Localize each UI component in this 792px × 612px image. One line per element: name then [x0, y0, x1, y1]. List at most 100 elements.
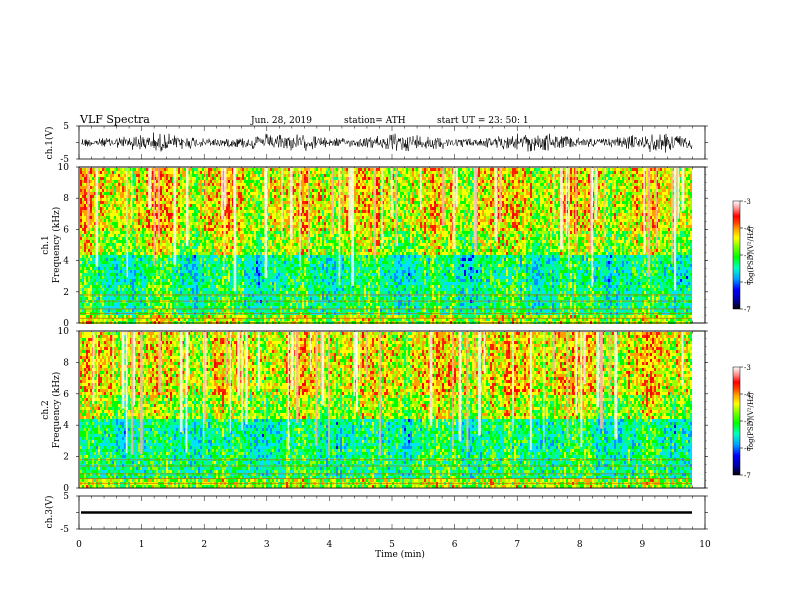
spectrogram-cell	[142, 303, 144, 306]
spectrogram-cell	[110, 306, 112, 309]
spectrogram-cell	[190, 243, 192, 246]
spectrogram-cell	[104, 258, 106, 261]
spectrogram-cell	[132, 237, 134, 240]
spectrogram-cell	[98, 222, 100, 225]
spectrogram-cell	[218, 276, 220, 279]
spectrogram-cell	[150, 315, 152, 318]
spectrogram-cell	[256, 294, 258, 297]
spectrogram-cell	[186, 303, 188, 306]
spectrogram-cell	[132, 180, 134, 183]
spectrogram-cell	[192, 288, 194, 291]
spectrogram-cell	[138, 234, 140, 237]
spectrogram-cell	[238, 282, 240, 285]
spectrogram-cell	[92, 246, 94, 249]
spectrogram-cell	[98, 219, 100, 222]
spectrogram-cell	[238, 291, 240, 294]
spectrogram-cell	[260, 171, 262, 174]
spectrogram-cell	[228, 297, 230, 300]
spectrogram-cell	[204, 276, 206, 279]
spectrogram-cell	[184, 270, 186, 273]
spectrogram-cell	[222, 231, 224, 234]
spectrogram-cell	[138, 285, 140, 288]
spectrogram-cell	[102, 285, 104, 288]
spectrogram-cell	[200, 246, 202, 249]
spectrogram-cell	[246, 282, 248, 285]
spectrogram-cell	[180, 219, 182, 222]
spectrogram-cell	[188, 201, 190, 204]
spectrogram-cell	[202, 168, 204, 171]
spectrogram-cell	[104, 180, 106, 183]
spectrogram-cell	[90, 315, 92, 318]
spectrogram-cell	[190, 207, 192, 210]
spectrogram-cell	[260, 216, 262, 219]
spectrogram-cell	[170, 216, 172, 219]
spectrogram-cell	[182, 195, 184, 198]
spectrogram-cell	[128, 231, 130, 234]
spectrogram-cell	[164, 168, 166, 171]
spectrogram-cell	[116, 297, 118, 300]
spectrogram-cell	[184, 216, 186, 219]
spectrogram-cell	[136, 210, 138, 213]
spectrogram-cell	[134, 195, 136, 198]
spectrogram-cell	[244, 276, 246, 279]
spectrogram-cell	[108, 237, 110, 240]
spectrogram-cell	[196, 243, 198, 246]
spectrogram-cell	[86, 318, 88, 321]
spectrogram-cell	[262, 174, 264, 177]
spectrogram-cell	[166, 273, 168, 276]
spectrogram-cell	[134, 216, 136, 219]
spectrogram-cell	[202, 261, 204, 264]
spectrogram-cell	[192, 243, 194, 246]
spectrogram-cell	[242, 309, 244, 312]
spectrogram-cell	[164, 228, 166, 231]
spectrogram-cell	[258, 297, 260, 300]
spectrogram-cell	[174, 276, 176, 279]
spectrogram-cell	[220, 306, 222, 309]
spectrogram-cell	[184, 231, 186, 234]
spectrogram-cell	[184, 213, 186, 216]
spectrogram-cell	[92, 273, 94, 276]
spectrogram-cell	[150, 318, 152, 321]
spectrogram-cell	[144, 171, 146, 174]
spectrogram-cell	[104, 297, 106, 300]
spectrogram-cell	[196, 294, 198, 297]
spectrogram-cell	[152, 243, 154, 246]
spectrogram-cell	[250, 264, 252, 267]
spectrogram-cell	[100, 177, 102, 180]
spectrogram-cell	[220, 186, 222, 189]
spectrogram-cell	[206, 192, 208, 195]
spectrogram-cell	[242, 204, 244, 207]
spectrogram-cell	[190, 210, 192, 213]
spectrogram-cell	[88, 279, 90, 282]
spectrogram-cell	[106, 189, 108, 192]
spectrogram-cell	[160, 306, 162, 309]
spectrogram-cell	[204, 264, 206, 267]
spectrogram-cell	[166, 204, 168, 207]
spectrogram-cell	[120, 240, 122, 243]
spectrogram-cell	[248, 240, 250, 243]
spectrogram-cell	[142, 213, 144, 216]
spectrogram-cell	[122, 306, 124, 309]
spectrogram-cell	[206, 318, 208, 321]
spectrogram-cell	[164, 192, 166, 195]
spectrogram-cell	[128, 222, 130, 225]
spectrogram-cell	[152, 210, 154, 213]
spectrogram-cell	[110, 309, 112, 312]
spectrogram-cell	[90, 282, 92, 285]
spectrogram-cell	[164, 258, 166, 261]
spectrogram-cell	[190, 261, 192, 264]
spectrogram-cell	[182, 210, 184, 213]
spectrogram-cell	[116, 279, 118, 282]
spectrogram-cell	[142, 273, 144, 276]
spectrogram-cell	[108, 231, 110, 234]
spectrogram-cell	[162, 237, 164, 240]
spectrogram-cell	[140, 297, 142, 300]
spectrogram-cell	[230, 204, 232, 207]
spectrogram-cell	[230, 240, 232, 243]
spectrogram-cell	[246, 264, 248, 267]
spectrogram-cell	[90, 219, 92, 222]
spectrogram-cell	[90, 246, 92, 249]
spectrogram-cell	[210, 216, 212, 219]
spectrogram-cell	[114, 240, 116, 243]
spectrogram-cell	[210, 291, 212, 294]
